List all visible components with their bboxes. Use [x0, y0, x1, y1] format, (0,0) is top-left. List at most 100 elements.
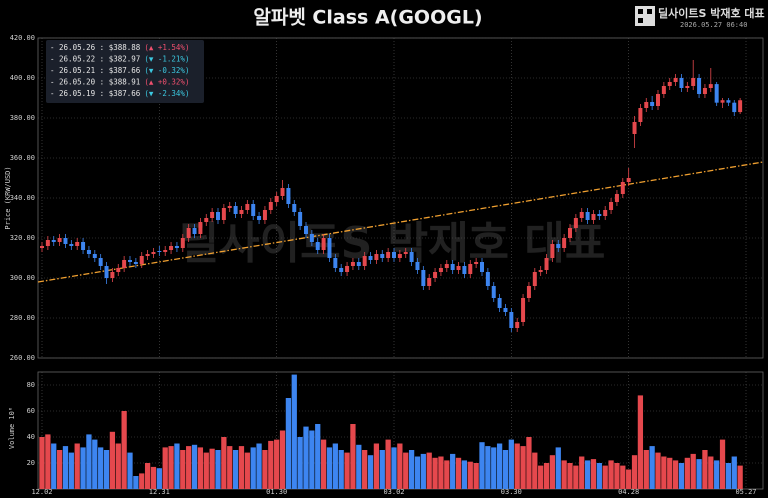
- volume-bar: [620, 465, 626, 489]
- candle-body: [538, 270, 543, 272]
- candle-body: [356, 262, 361, 266]
- candle-body: [174, 246, 179, 248]
- volume-bar: [538, 465, 544, 489]
- candle-body: [485, 272, 490, 286]
- candle-body: [139, 256, 144, 264]
- candle-body: [374, 254, 379, 260]
- candle-body: [245, 204, 250, 210]
- y-tick-label: 280.00: [10, 314, 35, 322]
- volume-bar: [708, 456, 714, 489]
- candle-body: [403, 252, 408, 254]
- qr-dot: [647, 9, 652, 14]
- volume-bar: [491, 447, 497, 489]
- candle-body: [350, 262, 355, 266]
- qr-dot: [638, 9, 643, 14]
- candle-body: [116, 268, 121, 272]
- volume-bar: [379, 450, 385, 489]
- volume-bar: [725, 463, 732, 489]
- candle-body: [386, 252, 391, 258]
- candle-body: [738, 100, 743, 113]
- candle-body: [239, 210, 244, 214]
- volume-bar: [332, 443, 338, 489]
- y-tick-label: 20: [27, 459, 35, 467]
- candle-body: [620, 182, 625, 194]
- candle-body: [198, 222, 203, 234]
- volume-bar: [150, 466, 157, 489]
- candle-body: [532, 272, 537, 286]
- volume-bar: [174, 443, 180, 489]
- candle-body: [415, 262, 420, 270]
- volume-bar: [532, 452, 538, 489]
- candle-body: [368, 256, 373, 260]
- candle-body: [650, 102, 655, 106]
- candle-body: [362, 256, 367, 266]
- candle-body: [104, 266, 109, 278]
- y-tick-label: 60: [27, 407, 35, 415]
- volume-bar: [496, 443, 503, 489]
- volume-bar: [338, 450, 344, 489]
- volume-bar: [438, 456, 444, 489]
- y-tick-label: 320.00: [10, 234, 35, 242]
- legend-label: - 26.05.20 : $388.91: [50, 78, 140, 87]
- volume-bar: [250, 447, 256, 489]
- volume-bar: [74, 443, 80, 489]
- candle-body: [421, 270, 426, 286]
- volume-bar: [414, 456, 421, 489]
- volume-bar: [549, 455, 556, 489]
- volume-bar: [614, 463, 620, 489]
- candle-body: [568, 228, 572, 238]
- y-axis-label: Price (KRW/USD): [4, 166, 12, 229]
- legend: - 26.05.26 : $388.88 (▲ +1.54%) - 26.05.22…: [46, 40, 204, 103]
- volume-bar: [514, 443, 520, 489]
- legend-entry: - 26.05.22 : $382.97 (▼ -1.21%): [50, 55, 189, 64]
- volume-bar: [180, 450, 186, 489]
- volume-bar: [80, 447, 86, 489]
- candle-body: [515, 322, 520, 328]
- volume-bar: [596, 463, 602, 489]
- candle-body: [204, 218, 209, 222]
- legend-entry: - 26.05.20 : $388.91 (▲ +0.32%): [50, 78, 189, 87]
- volume-bar: [543, 463, 550, 489]
- candle-body: [110, 272, 115, 278]
- volume-bar: [344, 452, 350, 489]
- volume-bar: [191, 444, 198, 489]
- legend-change: (▲ +1.54%): [144, 43, 189, 52]
- candle-body: [304, 226, 308, 234]
- y-tick-label: 340.00: [10, 194, 35, 202]
- volume-bar: [467, 461, 473, 489]
- volume-bar: [643, 450, 649, 489]
- volume-bar: [221, 437, 227, 489]
- volume-bar: [238, 446, 245, 489]
- candle-body: [450, 264, 455, 270]
- legend-entry: - 26.05.19 : $387.66 (▼ -2.34%): [50, 89, 189, 98]
- legend-change: (▼ -1.21%): [144, 55, 189, 64]
- volume-bar: [526, 437, 532, 489]
- candle-body: [585, 212, 590, 220]
- legend-label: - 26.05.19 : $387.66: [50, 89, 141, 98]
- volume-bar: [215, 450, 221, 489]
- volume-bar: [508, 439, 514, 489]
- candle-body: [644, 102, 649, 108]
- candle-body: [661, 86, 666, 94]
- volume-bar: [303, 426, 309, 489]
- candle-body: [233, 206, 238, 214]
- volume-bar: [590, 459, 597, 489]
- volume-bar: [684, 457, 690, 489]
- volume-bar: [408, 450, 415, 489]
- candle-body: [221, 208, 226, 220]
- legend-entry: - 26.05.21 : $387.66 (▼ -0.32%): [50, 66, 189, 75]
- candle-body: [128, 260, 132, 262]
- volume-bar: [737, 465, 743, 489]
- candle-body: [626, 178, 631, 182]
- candle-body: [92, 254, 97, 258]
- candle-body: [685, 86, 690, 88]
- volume-bar: [362, 450, 368, 489]
- volume-bar: [672, 460, 679, 489]
- candle-body: [186, 228, 191, 238]
- candle-body: [444, 264, 449, 268]
- volume-bar: [244, 452, 250, 489]
- volume-bar: [45, 434, 51, 489]
- candle-body: [632, 122, 637, 134]
- candle-body: [544, 258, 549, 270]
- qr-dot: [638, 18, 643, 23]
